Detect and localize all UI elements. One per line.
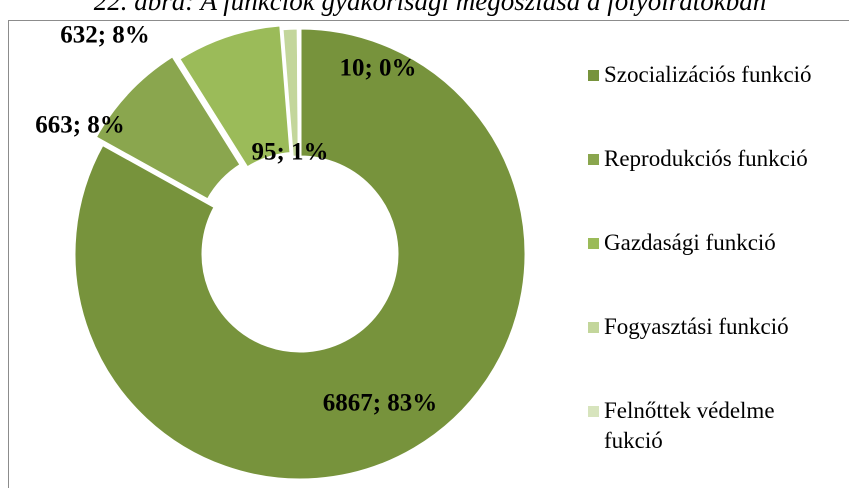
- chart-title: 22. ábra: A funkciók gyakorisági megoszl…: [94, 0, 766, 16]
- data-label: 632; 8%: [60, 22, 150, 49]
- legend-swatch: [588, 406, 599, 417]
- legend-label: Felnőttek védelme fukció: [604, 398, 775, 453]
- legend-swatch: [588, 154, 599, 165]
- legend-label: Reprodukciós funkció: [604, 146, 808, 171]
- chart-border: [8, 20, 849, 488]
- data-label: 10; 0%: [339, 55, 416, 82]
- data-label: 95; 1%: [251, 139, 328, 166]
- data-labels: 6867; 83% 663; 8% 632; 8% 95; 1% 10; 0%: [35, 22, 437, 417]
- legend-item: Felnőttek védelme fukció: [588, 396, 828, 480]
- legend-label: Szocializációs funkció: [604, 62, 812, 87]
- legend-swatch: [588, 70, 599, 81]
- donut-slice: [72, 26, 528, 482]
- legend-label: Fogyasztási funkció: [604, 314, 789, 339]
- legend-item: Reprodukciós funkció: [588, 144, 828, 228]
- legend-item: Fogyasztási funkció: [588, 312, 828, 396]
- donut: [72, 23, 528, 482]
- donut-slice: [176, 23, 293, 171]
- legend-swatch: [588, 322, 599, 333]
- legend-item: Szocializációs funkció: [588, 60, 828, 144]
- donut-slice: [296, 26, 302, 159]
- legend-item: Gazdasági funkció: [588, 228, 828, 312]
- donut-slice: [93, 53, 244, 203]
- legend-swatch: [588, 238, 599, 249]
- data-label: 663; 8%: [35, 112, 125, 139]
- legend: Szocializációs funkció Reprodukciós funkc…: [588, 60, 828, 480]
- data-label: 6867; 83%: [323, 390, 438, 417]
- legend-label: Gazdasági funkció: [604, 230, 776, 255]
